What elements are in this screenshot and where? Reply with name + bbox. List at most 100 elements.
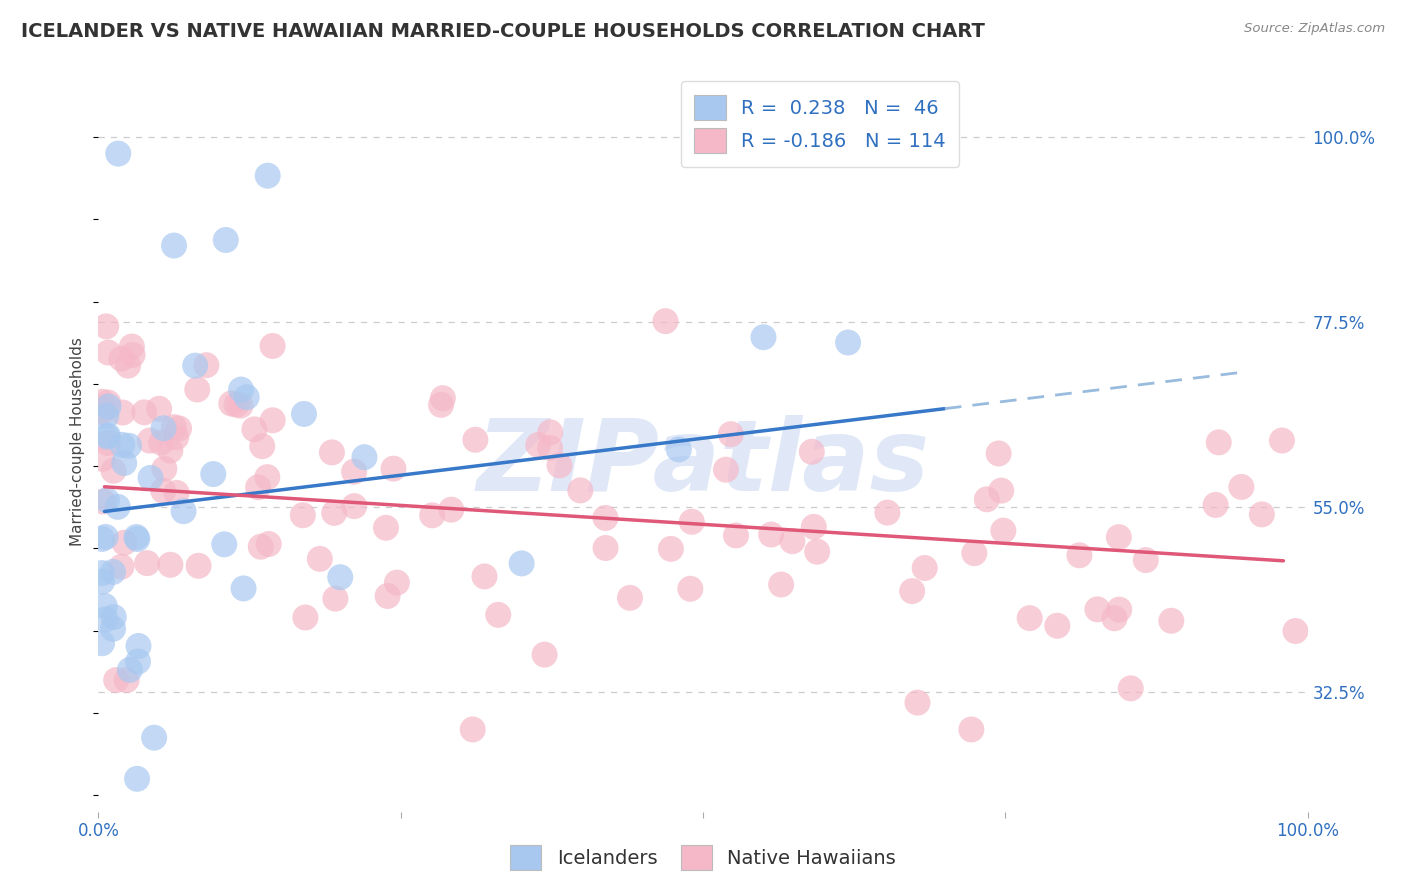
Point (321, 445, 343, 459)
Point (91, 636, 114, 650)
Point (97, 428, 120, 442)
Point (219, 396, 242, 410)
Point (1119, 681, 1142, 696)
Point (720, 427, 742, 442)
Point (510, 557, 533, 571)
Point (94, 599, 117, 613)
Point (107, 500, 129, 514)
Point (91, 451, 114, 466)
Point (96, 493, 118, 508)
Point (659, 541, 682, 556)
Point (91, 405, 114, 419)
Text: Source: ZipAtlas.com: Source: ZipAtlas.com (1244, 22, 1385, 36)
Point (353, 450, 375, 465)
Point (569, 483, 592, 498)
Point (166, 486, 188, 500)
Point (91, 394, 114, 409)
Point (138, 434, 160, 448)
Point (247, 480, 270, 494)
Point (800, 444, 823, 458)
Point (103, 610, 125, 624)
Point (377, 589, 399, 603)
Point (173, 504, 195, 518)
Point (1108, 602, 1130, 616)
Point (538, 425, 561, 440)
Point (136, 556, 159, 570)
Y-axis label: Married-couple Households: Married-couple Households (70, 337, 86, 546)
Point (257, 537, 280, 551)
Point (291, 508, 314, 523)
Point (1160, 614, 1182, 628)
Point (150, 435, 173, 450)
Point (714, 463, 737, 477)
Point (101, 622, 124, 636)
Point (752, 330, 775, 344)
Point (232, 582, 254, 596)
Point (118, 439, 141, 453)
Point (101, 565, 124, 579)
Point (782, 534, 804, 549)
Point (96, 409, 118, 423)
Point (91, 532, 114, 546)
Point (111, 405, 134, 419)
Point (668, 442, 690, 457)
Point (96, 430, 118, 444)
Point (148, 401, 170, 416)
Point (97, 345, 120, 359)
Point (127, 532, 149, 546)
Point (803, 520, 825, 534)
Point (548, 458, 571, 473)
Legend: R =  0.238   N =  46, R = -0.186   N = 114: R = 0.238 N = 46, R = -0.186 N = 114 (681, 81, 959, 167)
Point (440, 502, 463, 516)
Point (186, 383, 208, 397)
Point (202, 467, 225, 481)
Text: ZIPatlas: ZIPatlas (477, 416, 929, 512)
Point (225, 398, 247, 412)
Point (432, 391, 454, 405)
Point (1284, 624, 1306, 638)
Point (960, 723, 983, 737)
Point (976, 492, 998, 507)
Point (139, 471, 162, 485)
Point (97, 436, 120, 450)
Point (619, 591, 641, 605)
Point (152, 483, 174, 498)
Point (1046, 619, 1069, 633)
Point (195, 358, 218, 372)
Point (235, 390, 257, 404)
Point (184, 359, 207, 373)
Point (420, 508, 443, 523)
Point (163, 420, 186, 434)
Point (159, 443, 181, 458)
Point (990, 483, 1012, 498)
Point (474, 569, 496, 583)
Point (907, 696, 929, 710)
Point (112, 456, 135, 470)
Point (152, 421, 174, 435)
Point (1208, 435, 1230, 450)
Point (165, 430, 187, 444)
Point (256, 470, 278, 484)
Point (292, 407, 315, 421)
Point (256, 169, 278, 183)
Point (134, 405, 156, 419)
Point (1205, 498, 1227, 512)
Point (110, 559, 132, 574)
Point (262, 339, 284, 353)
Point (159, 558, 181, 572)
Point (538, 441, 561, 455)
Point (243, 422, 266, 436)
Point (595, 511, 617, 525)
Point (461, 723, 484, 737)
Point (214, 537, 236, 551)
Point (308, 552, 330, 566)
Point (1135, 553, 1157, 567)
Point (806, 544, 828, 558)
Point (486, 607, 509, 622)
Point (654, 314, 676, 328)
Legend: Icelanders, Native Hawaiians: Icelanders, Native Hawaiians (502, 838, 904, 878)
Point (343, 499, 366, 513)
Point (163, 238, 186, 252)
Point (595, 541, 617, 555)
Point (117, 359, 139, 373)
